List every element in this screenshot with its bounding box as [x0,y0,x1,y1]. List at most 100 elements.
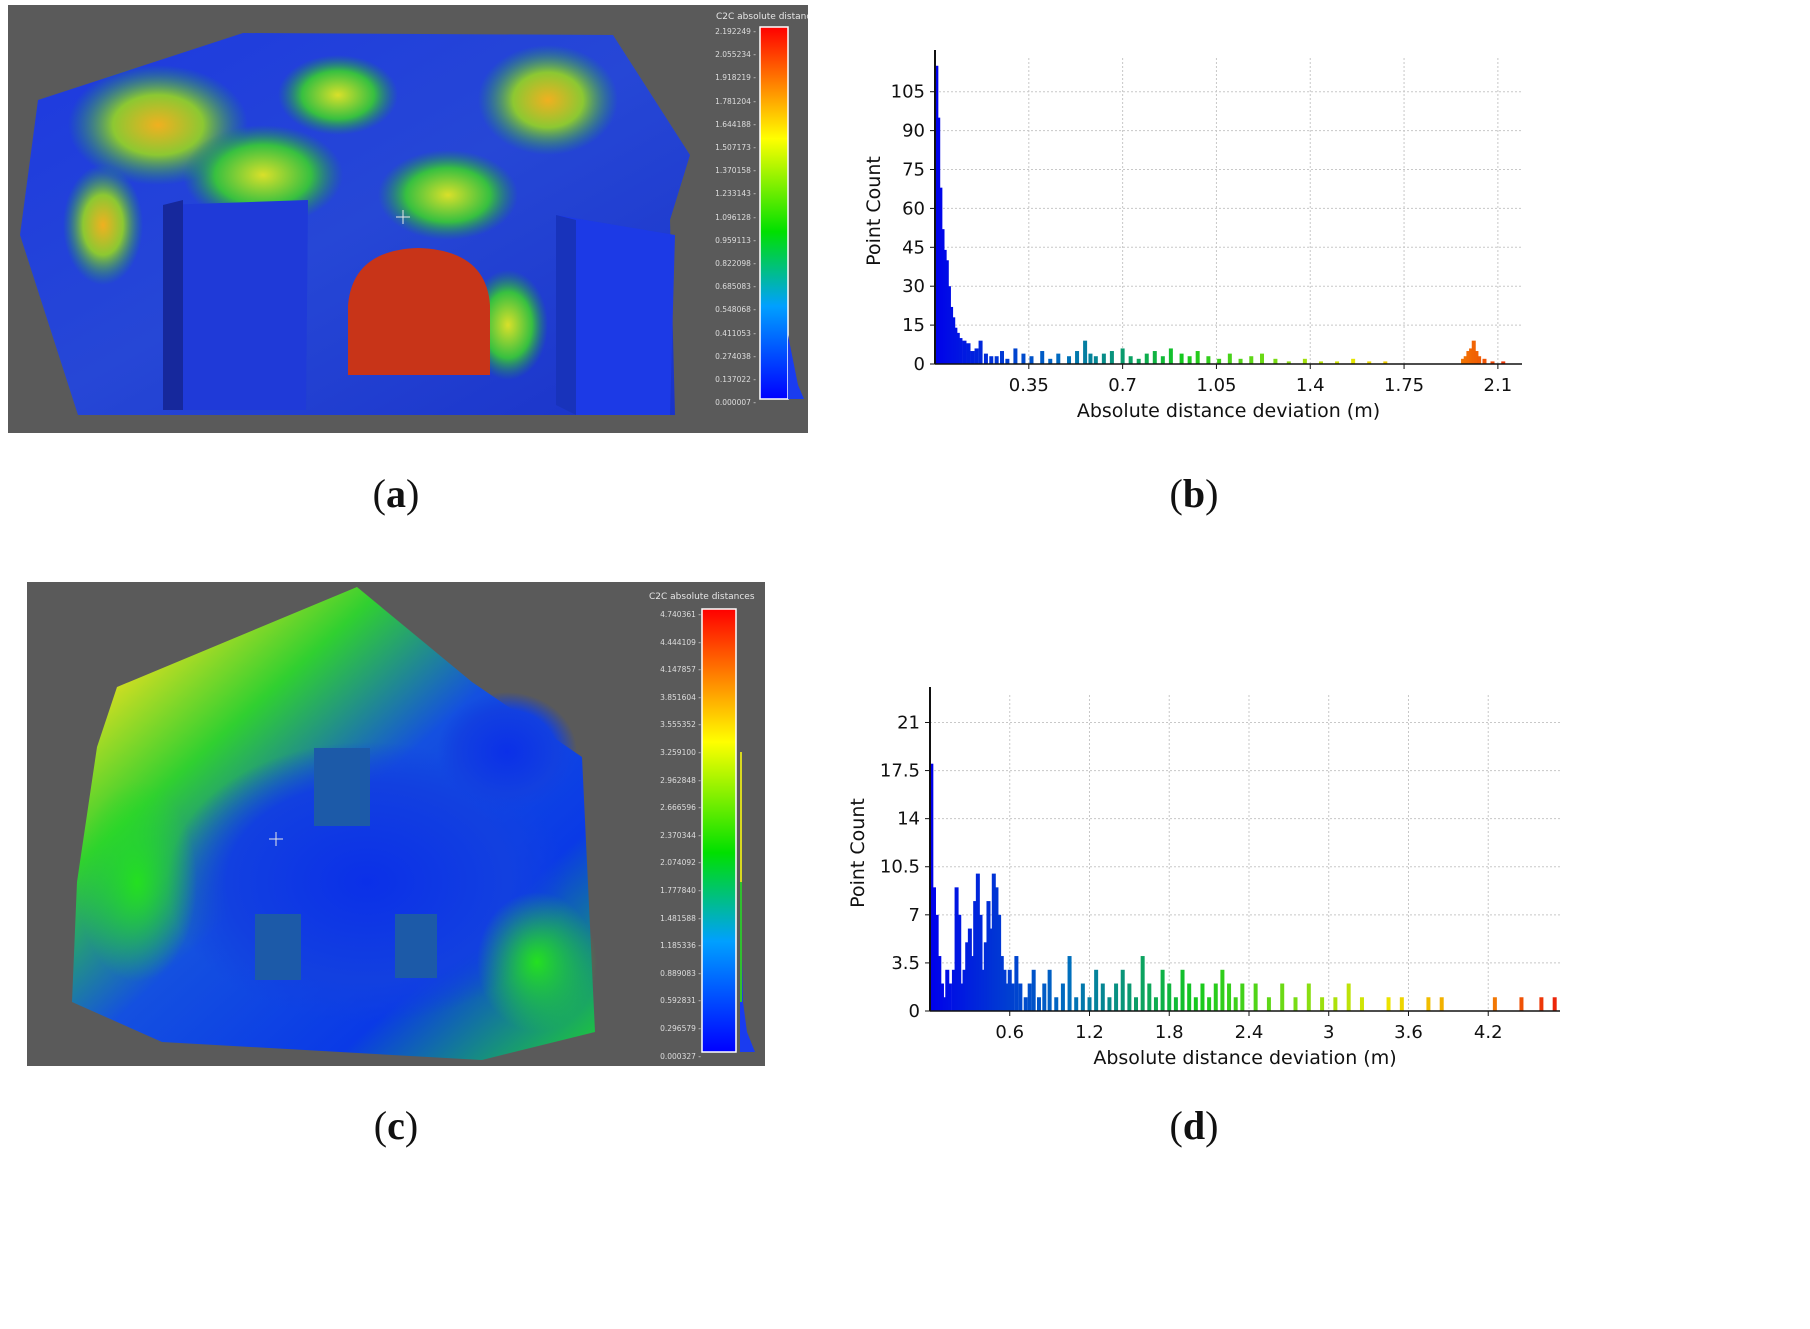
y-tick-label: 75 [902,160,925,181]
histogram-bar [1193,997,1198,1011]
histogram-bar [1217,358,1222,364]
histogram-bar [1253,983,1258,1011]
scale-tick-label: 1.777840 - [660,886,701,895]
histogram-bar [959,983,964,1011]
scale-tick-label: 1.918219 - [715,73,756,83]
histogram-bar [991,873,996,1011]
histogram-bar [966,343,971,364]
scale-tick-label: 4.444109 - [660,637,701,647]
histogram-bar [946,286,951,364]
histogram-bar [999,956,1004,1011]
scale-tick-label: 1.781204 - [715,96,756,106]
histogram-bar [962,340,967,364]
histogram-bar [962,969,967,1011]
scale-tick-label: 1.096128 - [715,212,756,222]
histogram-bar [936,117,941,364]
caption-a: (a) [372,471,420,516]
histogram-bar [934,914,939,1011]
scale-tick-label: 1.370158 - [715,166,756,176]
x-tick-label: 1.05 [1196,375,1236,396]
histogram-bar [1083,340,1088,364]
histogram-bar [1094,969,1099,1011]
histogram-bar [1093,356,1098,364]
histogram-bar [1109,351,1114,364]
histogram-bar [1463,356,1468,364]
histogram-bar [942,997,947,1011]
histogram-bar [938,187,943,364]
histogram-bar [1293,997,1298,1011]
scale-tick-label: 2.962848 - [660,775,701,785]
histogram-bar [1477,356,1482,364]
histogram-bar [1280,983,1285,1011]
scale-title-c: C2C absolute distances [649,592,755,602]
chart-b: 0.35 0.7 1.05 1.4 1.75 2.1 0 15 30 45 60 75 90 105 Abs… [850,0,1810,440]
histogram-bar [945,969,950,1011]
histogram-bar [981,969,986,1011]
histogram-bar [1306,983,1311,1011]
scale-tick-label: 0.889083 - [660,968,701,978]
histogram-bar [1007,969,1012,1011]
scale-tick-label: 3.851604 - [660,692,701,702]
histogram-bar [1461,358,1466,364]
color-scale-bar-a [759,26,789,400]
scale-tick-label: 4.147857 - [660,665,701,675]
histogram-bar [1144,353,1149,364]
x-tick-label: 3 [1323,1022,1334,1043]
histogram-bar [1040,351,1045,364]
y-tick-label: 105 [891,82,925,103]
x-tick-label: 1.2 [1075,1022,1104,1043]
histogram-bar [974,348,979,364]
histogram-bar [1029,356,1034,364]
chart-d: 0.6 1.2 1.8 2.4 3 3.6 4.2 0 3.5 7 10.5 14 17.5 21 Abso… [830,600,1810,1100]
y-tick-label: 21 [897,712,920,733]
histogram-bar [1351,358,1356,364]
scale-tick-label: 0.274038 - [715,351,756,361]
histogram-bar [1027,983,1032,1011]
histogram-bar [1010,983,1015,1011]
histogram-bar [1005,358,1010,364]
x-tick-label: 2.1 [1484,375,1513,396]
y-axis-label: Point Count [863,156,885,266]
histogram-bar [1180,969,1185,1011]
scale-tick-label: 1.481588 - [660,913,701,923]
histogram-bar [1147,983,1152,1011]
histogram-bar [1036,997,1041,1011]
histogram-bar [1233,997,1238,1011]
histogram-bar [1075,351,1080,364]
histogram-bar [1014,956,1019,1011]
histogram-bar [1134,997,1139,1011]
histogram-bar [1227,353,1232,364]
histogram-bar [1474,351,1479,364]
histogram-bar [1013,348,1018,364]
histogram-bar [1074,997,1079,1011]
scale-tick-label: 2.666596 - [660,803,701,813]
histogram-bar [931,887,936,1011]
scale-tick-label: 0.000327 - [660,1051,701,1061]
y-tick-label: 30 [902,276,925,297]
y-tick-label: 60 [902,198,925,219]
histogram-bar [1128,356,1133,364]
histogram-bar [1120,969,1125,1011]
histogram-bar [1439,997,1444,1011]
deviation-mesh-a [20,26,804,415]
histogram-bar [1213,983,1218,1011]
histogram-bar [1240,983,1245,1011]
histogram-bar [940,229,945,364]
y-tick-label: 0 [914,354,925,375]
scale-tick-label: 0.685083 - [715,282,756,292]
histogram-bar [1018,983,1023,1011]
histogram-bar [1048,358,1053,364]
x-tick-label: 1.75 [1384,375,1424,396]
scale-tick-label: 1.185336 - [660,941,701,951]
scale-tick-label: 2.074092 - [660,858,701,868]
scale-tick-label: 1.233143 - [715,189,756,199]
histogram-bar [994,356,999,364]
histogram-bar [1152,351,1157,364]
histogram-bar [1140,956,1145,1011]
scale-tick-label: 0.137022 - [715,375,756,384]
histogram-bar [1501,361,1506,364]
histogram-bar [1318,361,1323,364]
histogram-bar [970,351,975,364]
histogram-bar [1067,356,1072,364]
histogram-bar [978,340,983,364]
